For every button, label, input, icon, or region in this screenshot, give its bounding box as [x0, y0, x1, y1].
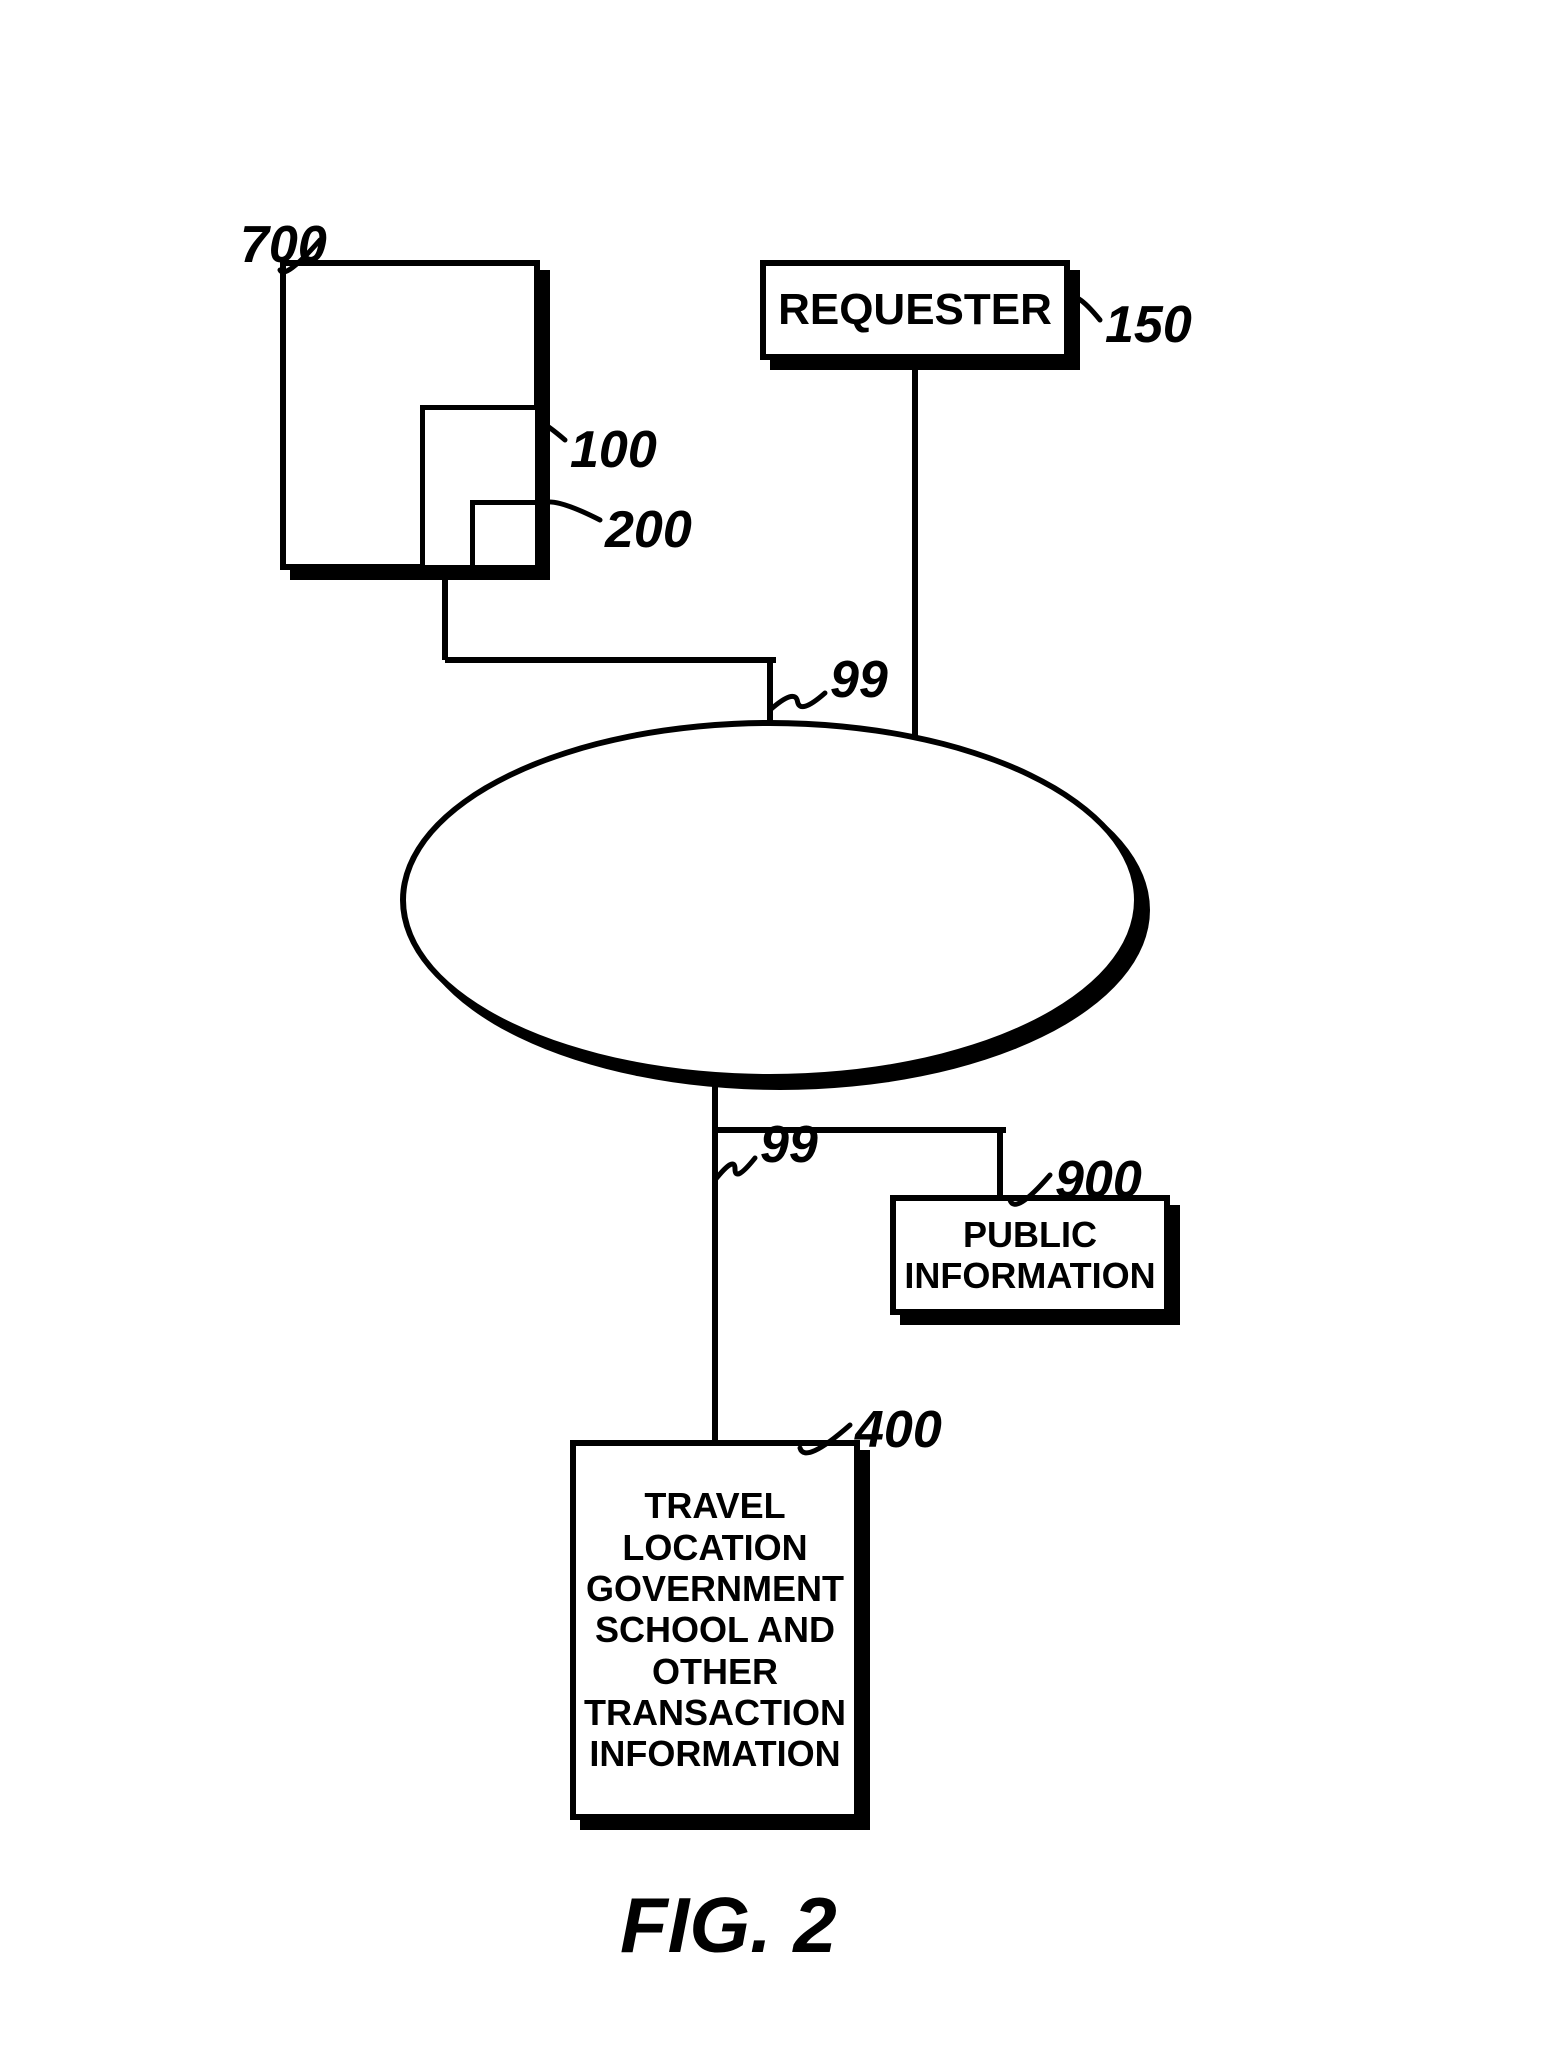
leader-lines: [0, 0, 1553, 2068]
ref-400: 400: [855, 1400, 942, 1460]
ref-200: 200: [605, 500, 692, 560]
ref-900: 900: [1055, 1150, 1142, 1210]
box-200: [470, 500, 540, 570]
ref-700: 700: [240, 215, 327, 275]
figure-caption: FIG. 2: [620, 1880, 837, 1971]
ref-99-bottom: 99: [760, 1115, 818, 1175]
ref-150: 150: [1105, 295, 1192, 355]
ref-99-top: 99: [830, 650, 888, 710]
ref-100: 100: [570, 420, 657, 480]
diagram-canvas: REQUESTER PUBLICINFORMATION TRAVELLOCATI…: [0, 0, 1553, 2068]
